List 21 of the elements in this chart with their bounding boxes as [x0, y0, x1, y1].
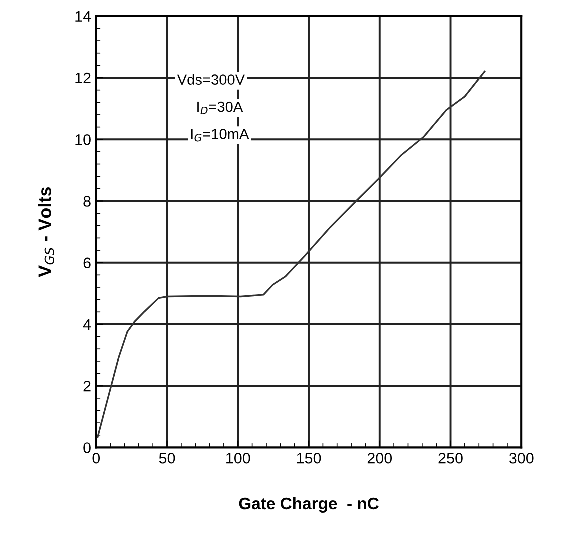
- annotation: Vds=300V: [177, 74, 245, 85]
- x-tick-label: 0: [92, 452, 100, 464]
- y-axis-title: V$_{GS}$ - Volts: [38, 187, 54, 278]
- annotation: I$_{G}$=10mA: [191, 128, 250, 142]
- y-tick-label: 6: [84, 258, 91, 269]
- y-tick-label: 10: [76, 134, 91, 146]
- y-tick-label: 8: [84, 196, 91, 207]
- line-series: [96, 71, 486, 438]
- x-tick-label: 200: [368, 452, 392, 464]
- y-tick-label: 4: [83, 320, 92, 330]
- x-tick-label: 150: [297, 452, 322, 464]
- y-tick-label: 14: [76, 11, 92, 22]
- y-tick-label: 0: [84, 442, 91, 454]
- annotation: I$_{D}$=30A: [198, 102, 244, 114]
- x-tick-label: 50: [159, 452, 176, 464]
- x-tick-label: 300: [509, 452, 534, 464]
- y-tick-label: 2: [84, 380, 91, 392]
- y-tick-label: 12: [76, 72, 91, 84]
- x-tick-label: 100: [226, 452, 250, 464]
- x-tick-label: 250: [438, 452, 463, 464]
- x-axis-title: Gate Charge - nC: [239, 497, 379, 513]
